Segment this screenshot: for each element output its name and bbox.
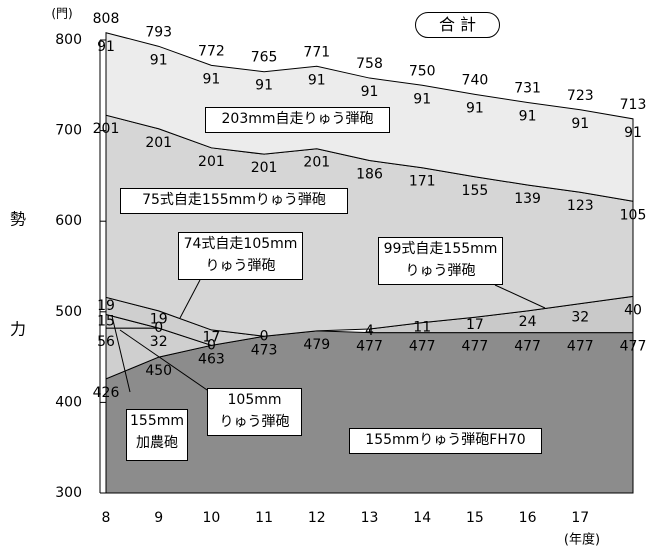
y-tick-label: 600	[55, 213, 82, 229]
y-axis-label: 勢	[10, 210, 26, 229]
value-label: 477	[356, 339, 383, 355]
value-label: 91	[466, 100, 484, 116]
total-label: 758	[356, 56, 383, 72]
series-label: 203mm自走りゅう弾砲	[205, 107, 390, 133]
value-label: 91	[150, 52, 168, 68]
value-label: 426	[93, 385, 120, 401]
value-label: 477	[462, 339, 489, 355]
series-label: 155mm 加農砲	[126, 409, 188, 461]
value-label: 91	[255, 78, 273, 94]
value-label: 91	[519, 109, 537, 125]
y-axis-label: 力	[10, 320, 26, 339]
value-label: 0	[260, 328, 269, 344]
value-label: 17	[466, 317, 484, 333]
value-label: 0	[207, 337, 216, 353]
value-label: 201	[93, 121, 120, 137]
value-label: 477	[567, 339, 594, 355]
value-label: 479	[303, 337, 330, 353]
total-label: 808	[93, 11, 120, 27]
x-tick-label: 13	[361, 510, 379, 526]
value-label: 463	[198, 351, 225, 367]
value-label: 91	[571, 116, 589, 132]
value-label: 123	[567, 198, 594, 214]
value-label: 155	[462, 183, 489, 199]
series-label: 105mm りゅう弾砲	[207, 388, 302, 436]
x-tick-label: 11	[255, 510, 273, 526]
value-label: 19	[150, 312, 168, 328]
value-label: 477	[620, 339, 647, 355]
x-tick-label: 14	[413, 510, 431, 526]
value-label: 105	[620, 207, 647, 223]
value-label: 32	[150, 334, 168, 350]
total-label: 合 計	[415, 12, 500, 38]
y-tick-label: 400	[55, 394, 82, 410]
value-label: 11	[413, 320, 431, 336]
value-label: 0	[154, 320, 163, 336]
value-label: 91	[413, 91, 431, 107]
total-label: 771	[303, 44, 330, 60]
value-label: 91	[624, 125, 642, 141]
total-label: 765	[251, 50, 278, 66]
x-tick-label: 17	[571, 510, 589, 526]
x-tick-label: 9	[154, 510, 163, 526]
y-tick-label: 700	[55, 123, 82, 139]
value-label: 17	[202, 330, 220, 346]
pointer	[494, 284, 546, 309]
x-tick-label: 16	[519, 510, 537, 526]
value-label: 91	[361, 84, 379, 100]
value-label: 32	[571, 310, 589, 326]
unit-label: (門)	[51, 7, 72, 21]
total-label: 772	[198, 43, 225, 59]
value-label: 201	[251, 160, 278, 176]
x-axis-label: (年度)	[564, 532, 600, 548]
value-label: 477	[514, 339, 541, 355]
total-label: 723	[567, 88, 594, 104]
total-label: 740	[462, 72, 489, 88]
value-label: 186	[356, 166, 383, 182]
value-label: 477	[409, 339, 436, 355]
y-tick-label: 800	[55, 32, 82, 48]
total-label: 793	[145, 24, 172, 40]
value-label: 56	[97, 334, 115, 350]
x-tick-label: 8	[102, 510, 111, 526]
value-label: 91	[97, 39, 115, 55]
value-label: 19	[97, 298, 115, 314]
value-label: 15	[97, 313, 115, 329]
x-tick-label: 15	[466, 510, 484, 526]
value-label: 201	[303, 155, 330, 171]
value-label: 40	[624, 302, 642, 318]
value-label: 4	[365, 323, 374, 339]
total-label: 750	[409, 63, 436, 79]
series-label: 99式自走155mm りゅう弾砲	[378, 237, 503, 285]
total-label: 713	[620, 97, 647, 113]
series-label: 155mmりゅう弾砲FH70	[349, 428, 542, 454]
pointer	[179, 279, 201, 319]
pointer	[119, 329, 211, 393]
value-label: 91	[202, 71, 220, 87]
value-label: 201	[145, 135, 172, 151]
pointer	[111, 315, 131, 393]
value-label: 201	[198, 154, 225, 170]
y-tick-label: 500	[55, 304, 82, 320]
x-tick-label: 12	[308, 510, 326, 526]
series-label: 75式自走155mmりゅう弾砲	[120, 188, 348, 214]
value-label: 473	[251, 342, 278, 358]
total-label: 731	[514, 81, 541, 97]
y-tick-label: 300	[55, 485, 82, 501]
value-label: 91	[308, 72, 326, 88]
series-label: 74式自走105mm りゅう弾砲	[178, 232, 303, 280]
value-label: 171	[409, 174, 436, 190]
x-tick-label: 10	[202, 510, 220, 526]
value-label: 24	[519, 314, 537, 330]
value-label: 450	[145, 363, 172, 379]
value-label: 139	[514, 191, 541, 207]
